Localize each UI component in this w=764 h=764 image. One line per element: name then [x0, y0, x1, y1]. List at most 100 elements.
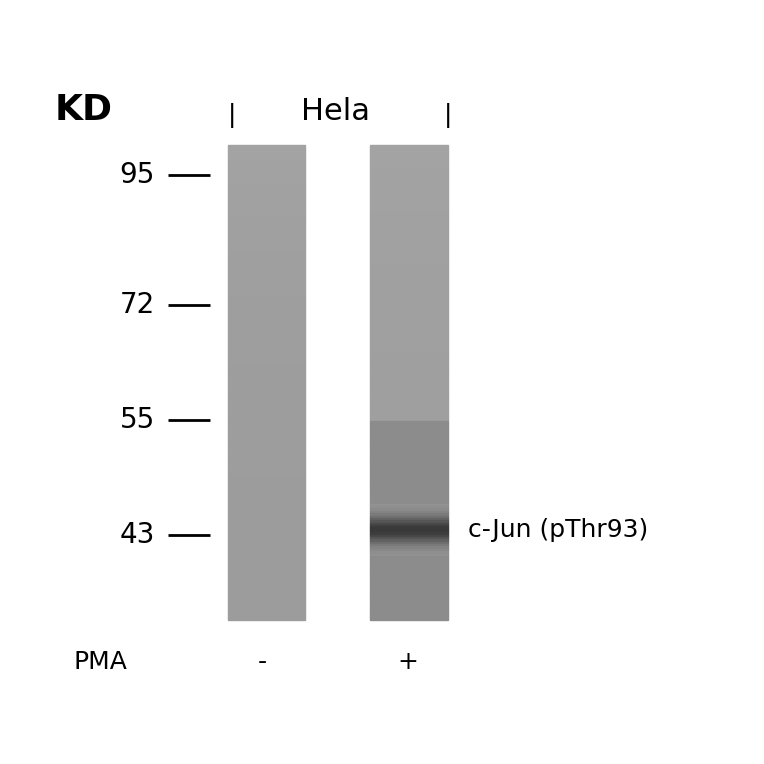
- Bar: [228, 406, 305, 409]
- Bar: [228, 323, 305, 325]
- Bar: [370, 587, 448, 589]
- Bar: [228, 264, 305, 266]
- Bar: [370, 418, 448, 420]
- Bar: [370, 508, 448, 511]
- Bar: [228, 544, 305, 546]
- Bar: [370, 368, 448, 371]
- Bar: [228, 335, 305, 338]
- Bar: [228, 250, 305, 252]
- Bar: [228, 207, 305, 209]
- Bar: [370, 501, 448, 503]
- Bar: [228, 584, 305, 587]
- Bar: [228, 409, 305, 411]
- Bar: [228, 171, 305, 173]
- Bar: [370, 416, 448, 418]
- Bar: [228, 537, 305, 539]
- Bar: [228, 231, 305, 233]
- Bar: [228, 328, 305, 330]
- Bar: [228, 617, 305, 620]
- Bar: [228, 518, 305, 520]
- Bar: [370, 356, 448, 359]
- Bar: [228, 347, 305, 349]
- Bar: [370, 542, 448, 544]
- Bar: [370, 373, 448, 375]
- Bar: [228, 345, 305, 347]
- Bar: [370, 328, 448, 330]
- Bar: [228, 461, 305, 463]
- Bar: [228, 330, 305, 332]
- Bar: [370, 492, 448, 494]
- Bar: [370, 482, 448, 484]
- Bar: [370, 565, 448, 568]
- Bar: [370, 444, 448, 447]
- Bar: [370, 456, 448, 458]
- Bar: [370, 617, 448, 620]
- Bar: [228, 435, 305, 437]
- Bar: [370, 428, 448, 430]
- Bar: [370, 361, 448, 364]
- Bar: [228, 527, 305, 529]
- Bar: [370, 228, 448, 231]
- Bar: [228, 169, 305, 171]
- Bar: [228, 212, 305, 214]
- Bar: [228, 159, 305, 162]
- Text: +: +: [397, 650, 419, 674]
- Bar: [228, 582, 305, 584]
- Bar: [370, 145, 448, 147]
- Bar: [228, 478, 305, 480]
- Bar: [370, 278, 448, 280]
- Bar: [228, 152, 305, 154]
- Bar: [370, 430, 448, 432]
- Bar: [370, 580, 448, 582]
- Bar: [228, 178, 305, 180]
- Bar: [228, 271, 305, 274]
- Bar: [370, 520, 448, 523]
- Bar: [228, 188, 305, 190]
- Bar: [370, 323, 448, 325]
- Bar: [370, 568, 448, 570]
- Bar: [370, 409, 448, 411]
- Bar: [370, 432, 448, 435]
- Bar: [370, 162, 448, 164]
- Bar: [370, 437, 448, 439]
- Bar: [228, 371, 305, 373]
- Bar: [228, 473, 305, 475]
- Bar: [370, 330, 448, 332]
- Bar: [228, 606, 305, 608]
- Bar: [228, 193, 305, 195]
- Bar: [228, 390, 305, 392]
- Bar: [370, 497, 448, 499]
- Bar: [228, 297, 305, 299]
- Bar: [370, 259, 448, 261]
- Bar: [370, 205, 448, 207]
- Bar: [228, 235, 305, 238]
- Bar: [370, 551, 448, 553]
- Bar: [370, 276, 448, 278]
- Bar: [370, 299, 448, 302]
- Bar: [370, 439, 448, 442]
- Bar: [228, 325, 305, 328]
- Bar: [228, 418, 305, 420]
- Bar: [228, 340, 305, 342]
- Bar: [370, 535, 448, 537]
- Bar: [370, 610, 448, 613]
- Bar: [228, 332, 305, 335]
- Bar: [228, 589, 305, 591]
- Bar: [370, 454, 448, 456]
- Bar: [228, 608, 305, 610]
- Bar: [370, 190, 448, 193]
- Bar: [370, 404, 448, 406]
- Bar: [228, 377, 305, 380]
- Bar: [228, 432, 305, 435]
- Bar: [228, 570, 305, 572]
- Bar: [228, 364, 305, 366]
- Bar: [228, 492, 305, 494]
- Bar: [370, 186, 448, 188]
- Bar: [228, 578, 305, 580]
- Bar: [370, 338, 448, 340]
- Bar: [228, 266, 305, 268]
- Bar: [228, 180, 305, 183]
- Bar: [370, 244, 448, 247]
- Bar: [370, 164, 448, 167]
- Bar: [370, 553, 448, 556]
